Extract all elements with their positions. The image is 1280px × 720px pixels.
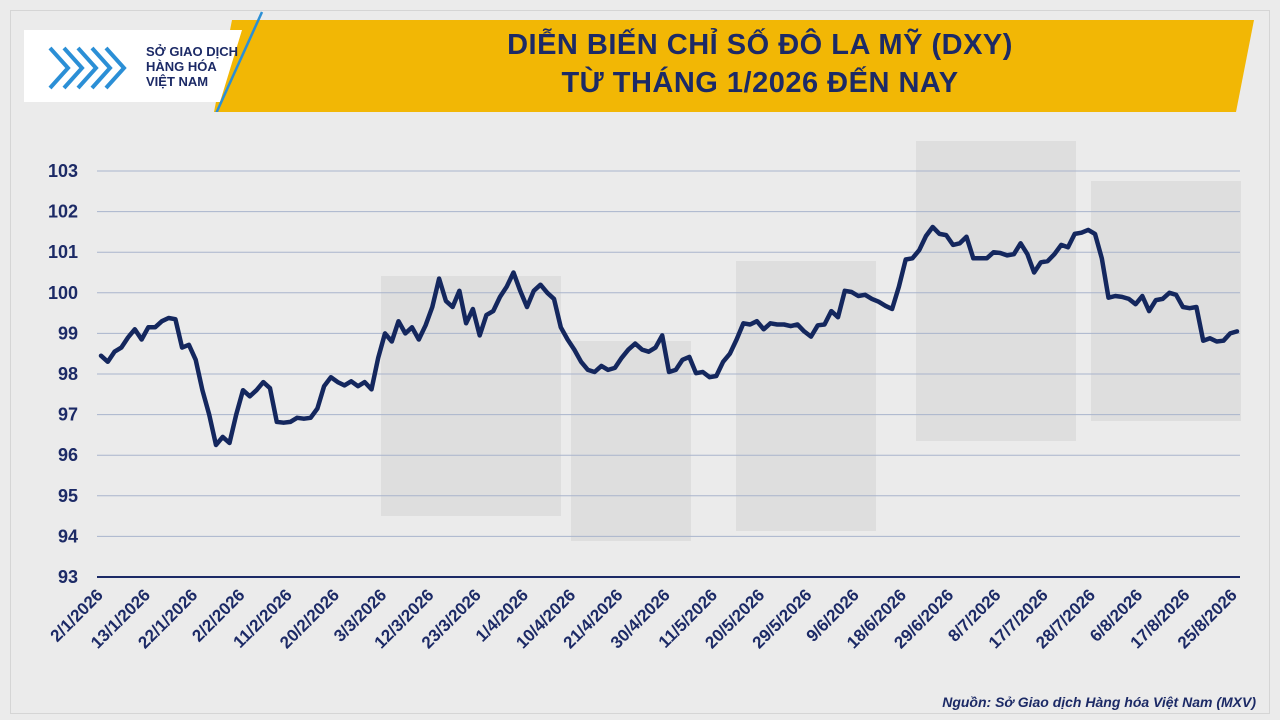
y-tick-label: 98 [58, 364, 78, 384]
logo-text-line1: SỞ GIAO DỊCH [146, 44, 238, 59]
chart-frame [10, 10, 1270, 714]
logo-text-line3: VIỆT NAM [146, 74, 209, 89]
y-tick-label: 103 [48, 161, 78, 181]
banner-accent-line [215, 11, 264, 112]
y-tick-label: 93 [58, 567, 78, 587]
banner-background [214, 20, 1254, 112]
chart-title: DIỄN BIẾN CHỈ SỐ ĐÔ LA MỸ (DXY) TỪ THÁNG… [270, 26, 1250, 102]
background-decoration [736, 261, 876, 531]
x-axis: 2/1/202613/1/202622/1/20262/2/202611/2/2… [47, 585, 1241, 652]
source-note: Nguồn: Sở Giao dịch Hàng hóa Việt Nam (M… [942, 694, 1256, 710]
y-axis: 93 94 95 96 97 98 99 100 101 102 103 [48, 161, 78, 587]
y-tick-label: 94 [58, 526, 78, 546]
y-tick-label: 102 [48, 202, 78, 222]
y-tick-label: 100 [48, 283, 78, 303]
series-line-dxy [98, 224, 1240, 448]
mxv-chevron-logo-icon [48, 46, 127, 90]
logo-text-line2: HÀNG HÓA [146, 59, 217, 74]
y-tick-label: 96 [58, 445, 78, 465]
chart-title-line2: TỪ THÁNG 1/2026 ĐẾN NAY [561, 67, 959, 99]
y-tick-label: 95 [58, 486, 78, 506]
gridlines [97, 170, 1240, 578]
y-tick-label: 97 [58, 405, 78, 425]
mxv-logo: SỞ GIAO DỊCH HÀNG HÓA VIỆT NAM [46, 42, 246, 102]
y-tick-label: 101 [48, 242, 78, 262]
background-decoration [916, 141, 1076, 441]
chart-title-line1: DIỄN BIẾN CHỈ SỐ ĐÔ LA MỸ (DXY) [507, 29, 1013, 61]
y-tick-label: 99 [58, 323, 78, 343]
background-decoration [1091, 181, 1241, 421]
